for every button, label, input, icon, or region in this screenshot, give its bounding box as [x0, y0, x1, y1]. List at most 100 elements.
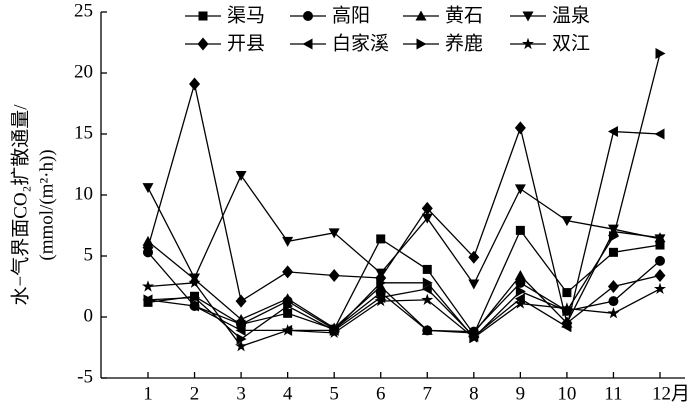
- marker: [655, 47, 666, 59]
- legend-label: 温泉: [552, 5, 590, 27]
- series: [142, 276, 666, 352]
- marker: [468, 279, 480, 290]
- legend-label: 养鹿: [445, 33, 483, 55]
- marker: [416, 38, 427, 50]
- marker: [328, 269, 340, 283]
- y-tick-label: -5: [77, 366, 93, 387]
- marker: [376, 277, 387, 289]
- marker: [522, 11, 534, 22]
- x-tick-label: 7: [423, 383, 433, 404]
- marker: [607, 307, 620, 319]
- marker: [142, 240, 154, 254]
- marker: [189, 77, 201, 91]
- marker: [467, 331, 480, 343]
- marker: [282, 265, 294, 279]
- marker: [608, 247, 618, 257]
- marker: [514, 184, 526, 195]
- marker: [235, 170, 247, 181]
- marker: [415, 10, 427, 21]
- x-tick-label: 3: [236, 383, 246, 404]
- marker: [142, 235, 154, 246]
- legend-label: 开县: [227, 33, 265, 55]
- marker: [422, 264, 432, 274]
- y-label-line: (mmol/(m²·h)): [36, 149, 57, 260]
- y-axis-title: 水−气界面CO₂扩散通量/ (mmol/(m²·h)): [9, 104, 57, 306]
- marker: [421, 324, 433, 335]
- series: [142, 126, 665, 343]
- marker: [421, 283, 432, 295]
- legend-label: 黄石: [445, 5, 483, 27]
- marker: [281, 324, 294, 336]
- marker: [236, 333, 247, 345]
- marker: [421, 293, 434, 306]
- marker: [198, 11, 208, 21]
- series-line: [147, 174, 661, 286]
- marker: [515, 225, 525, 235]
- legend-label: 白家溪: [332, 33, 389, 55]
- marker: [468, 250, 480, 264]
- series-line: [147, 229, 661, 336]
- y-tick-label: 5: [84, 244, 94, 265]
- marker: [515, 285, 526, 297]
- x-tick-label: 9: [516, 383, 526, 404]
- x-tick-label: 2: [190, 383, 200, 404]
- marker: [655, 255, 665, 266]
- y-tick-label: 10: [74, 183, 93, 204]
- marker: [142, 183, 154, 194]
- marker: [328, 326, 341, 338]
- marker: [608, 230, 619, 242]
- marker: [283, 308, 293, 318]
- marker: [655, 240, 665, 250]
- marker: [376, 234, 386, 244]
- y-tick-label: 0: [84, 305, 94, 326]
- marker: [302, 38, 313, 50]
- marker: [374, 294, 387, 307]
- marker: [522, 37, 534, 50]
- x-tick-label: 6: [376, 383, 386, 404]
- series-line: [147, 83, 661, 325]
- series: [142, 77, 666, 330]
- marker: [654, 128, 665, 140]
- y-tick-label: 20: [74, 61, 93, 82]
- marker: [421, 213, 433, 224]
- marker: [654, 282, 666, 295]
- marker: [561, 216, 573, 227]
- marker: [607, 126, 618, 138]
- y-tick-label: 15: [74, 122, 93, 143]
- x-tick-label: 4: [283, 383, 293, 404]
- series: [143, 247, 665, 337]
- x-tick-label: 8: [469, 383, 479, 404]
- series: [142, 170, 666, 290]
- marker: [188, 276, 201, 288]
- legend-label: 渠马: [227, 5, 265, 27]
- marker: [190, 291, 201, 303]
- marker: [514, 293, 525, 305]
- marker: [515, 277, 526, 288]
- marker: [375, 281, 387, 291]
- marker: [142, 280, 154, 292]
- marker: [235, 294, 247, 308]
- marker: [282, 293, 294, 304]
- x-tick-label: 12月: [652, 383, 690, 404]
- series-line: [147, 282, 661, 348]
- marker: [328, 228, 340, 239]
- series-line: [147, 130, 661, 338]
- marker: [235, 313, 247, 324]
- marker: [608, 296, 619, 307]
- x-tick-label: 11: [604, 383, 622, 404]
- y-label-line: 水−气界面CO₂扩散通量/: [9, 104, 31, 306]
- marker: [560, 302, 573, 314]
- x-tick-label: 1: [143, 383, 153, 404]
- marker: [421, 201, 433, 215]
- legend-label: 高阳: [332, 5, 370, 27]
- marker: [654, 269, 666, 283]
- x-tick-label: 5: [329, 383, 339, 404]
- marker: [143, 294, 154, 306]
- x-tick-label: 10: [557, 383, 576, 404]
- series: [143, 47, 666, 345]
- marker: [235, 339, 248, 352]
- marker: [189, 300, 200, 312]
- marker: [514, 270, 526, 281]
- marker: [562, 288, 572, 298]
